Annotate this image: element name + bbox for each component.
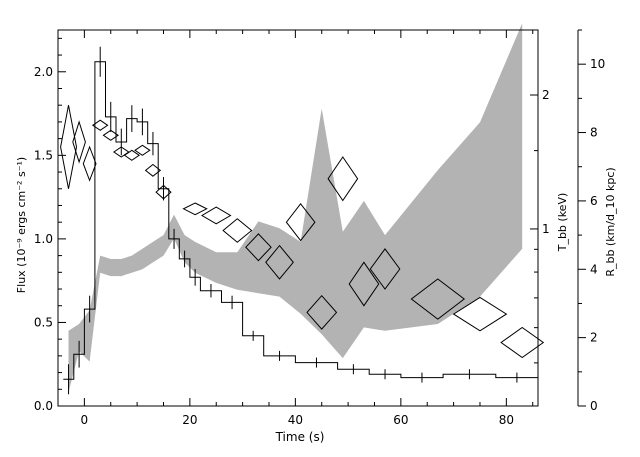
y-tick-label: 1.0 — [34, 232, 53, 246]
temperature-diamond — [327, 156, 359, 202]
t-tick-label: 2 — [542, 88, 550, 102]
radius-band — [68, 23, 523, 393]
temperature-diamond — [113, 146, 130, 158]
r-tick-label: 6 — [590, 194, 598, 208]
flux-histogram-layer — [63, 46, 538, 395]
temperature-diamond — [155, 184, 172, 200]
temperature-diamond — [144, 163, 162, 177]
r-tick-label: 4 — [590, 262, 598, 276]
t-axis-title: T_bb (keV) — [556, 193, 569, 253]
temperature-diamond — [72, 120, 86, 164]
temperature-diamond — [60, 105, 78, 189]
y-tick-label: 0.0 — [34, 399, 53, 413]
temperature-diamond — [102, 129, 119, 141]
temperature-diamond — [452, 296, 508, 332]
t-tick-label: 1 — [542, 222, 550, 236]
temperature-diamond — [91, 119, 109, 131]
temperature-diamond-layer — [60, 105, 545, 359]
temperature-diamond — [123, 149, 141, 161]
x-tick-label: 0 — [81, 413, 89, 427]
temperature-diamond — [222, 218, 253, 243]
temperature-diamond — [201, 206, 232, 225]
r-axis-title: R_bb (km/d_10 kpc) — [604, 167, 617, 276]
r-tick-label: 0 — [590, 399, 598, 413]
temperature-diamond — [182, 202, 208, 216]
temperature-diamond — [134, 144, 151, 156]
temperature-diamond — [348, 261, 380, 307]
y-axis-title: Flux (10⁻⁹ ergs cm⁻² s⁻¹) — [15, 157, 28, 293]
plot-frame — [57, 29, 539, 407]
y-tick-label: 0.5 — [34, 315, 53, 329]
temperature-diamond — [500, 326, 545, 359]
temperature-diamond — [306, 294, 338, 330]
r-tick-label: 10 — [590, 57, 605, 71]
temperature-diamond — [265, 244, 294, 280]
r-tick-label: 8 — [590, 126, 598, 140]
temperature-diamond — [82, 145, 97, 182]
temperature-diamond — [369, 248, 401, 290]
x-tick-label: 40 — [288, 413, 303, 427]
temperature-diamond — [410, 278, 466, 320]
temperature-diamond — [285, 202, 316, 242]
y-tick-label: 2.0 — [34, 65, 53, 79]
x-tick-label: 20 — [182, 413, 197, 427]
r-tick-label: 2 — [590, 331, 598, 345]
temperature-diamond — [245, 233, 272, 262]
x-axis-title: Time (s) — [275, 430, 325, 444]
radius-band-layer — [68, 23, 523, 393]
x-tick-label: 80 — [499, 413, 514, 427]
y-tick-label: 1.5 — [34, 148, 53, 162]
x-tick-label: 60 — [393, 413, 408, 427]
